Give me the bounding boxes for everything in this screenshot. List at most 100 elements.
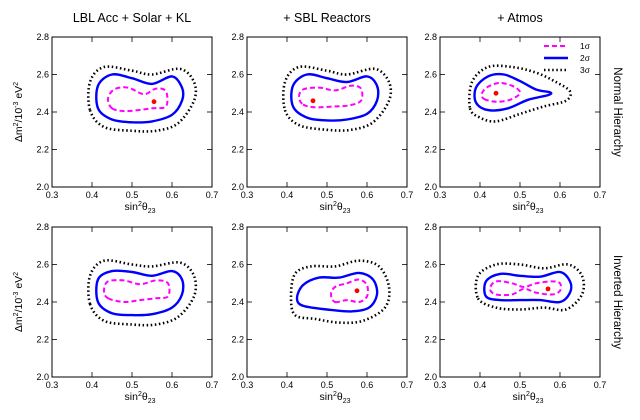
x-axis-label: sin2θ23 — [125, 391, 156, 405]
best-fit-point — [354, 288, 360, 294]
y-tick-label: 2.2 — [231, 145, 244, 155]
x-axis-label: sin2θ23 — [513, 391, 544, 405]
legend-label: 1σ — [580, 41, 591, 51]
y-tick-label: 2.0 — [424, 372, 437, 382]
column-title: + Atmos — [497, 11, 543, 25]
x-tick-label: 0.7 — [401, 190, 414, 200]
x-tick-label: 0.5 — [126, 380, 139, 390]
contour-2sigma — [95, 73, 185, 124]
y-tick-label: 2.2 — [424, 335, 437, 345]
y-tick-label: 2.4 — [424, 297, 437, 307]
x-tick-label: 0.5 — [126, 190, 139, 200]
y-tick-label: 2.6 — [424, 260, 437, 270]
contour-1sigma — [106, 86, 169, 113]
x-axis-label: sin2θ23 — [320, 201, 351, 215]
x-tick-label: 0.6 — [554, 380, 567, 390]
y-tick-label: 2.6 — [36, 70, 49, 80]
panel-frame — [246, 226, 408, 378]
y-tick-label: 2.8 — [424, 32, 437, 42]
contour-2sigma — [95, 269, 185, 317]
y-tick-label: 2.0 — [424, 182, 437, 192]
contour-3sigma — [281, 65, 393, 132]
x-tick-label: 0.7 — [206, 190, 219, 200]
x-tick-label: 0.5 — [321, 190, 334, 200]
y-tick-label: 2.6 — [36, 260, 49, 270]
y-tick-label: 2.4 — [36, 297, 49, 307]
best-fit-point — [493, 90, 499, 96]
y-tick-label: 2.0 — [231, 182, 244, 192]
x-tick-label: 0.5 — [321, 380, 334, 390]
y-tick-label: 2.2 — [36, 335, 49, 345]
contour-2sigma — [473, 72, 553, 112]
contour-1sigma — [480, 81, 522, 103]
x-axis-label: sin2θ23 — [125, 201, 156, 215]
y-tick-label: 2.6 — [424, 70, 437, 80]
x-tick-label: 0.7 — [594, 380, 607, 390]
contour-1sigma — [489, 280, 562, 297]
y-tick-label: 2.0 — [36, 182, 49, 192]
x-axis-label: sin2θ23 — [320, 391, 351, 405]
y-tick-label: 2.6 — [231, 260, 244, 270]
legend-label: 2σ — [580, 53, 591, 63]
x-axis-label: sin2θ23 — [513, 201, 544, 215]
contour-1sigma — [298, 84, 364, 109]
x-tick-label: 0.5 — [514, 190, 527, 200]
column-title: LBL Acc + Solar + KL — [73, 11, 191, 25]
contour-3sigma — [289, 259, 391, 325]
panel-normal-2: 0.3 0.4 0.5 0.6 0.7 2.0 2.2 2.4 2.6 2.8 sin2θ23 — [231, 32, 413, 215]
column-title: + SBL Reactors — [283, 11, 370, 25]
y-tick-label: 2.4 — [424, 107, 437, 117]
y-tick-label: 2.6 — [231, 70, 244, 80]
x-tick-label: 0.6 — [166, 190, 179, 200]
panel-inverted-2: 0.3 0.4 0.5 0.6 0.7 2.0 2.2 2.4 2.6 2.8 sin2θ23 — [231, 222, 413, 405]
y-tick-label: 2.4 — [231, 107, 244, 117]
y-tick-label: 2.4 — [36, 107, 49, 117]
y-tick-label: 2.2 — [424, 145, 437, 155]
legend-label: 3σ — [580, 65, 591, 75]
x-tick-label: 0.6 — [166, 380, 179, 390]
row-label: Normal Hierarchy — [611, 67, 623, 157]
contour-1sigma — [103, 279, 171, 304]
best-fit-point — [151, 99, 157, 105]
best-fit-point — [545, 286, 551, 292]
x-tick-label: 0.6 — [361, 190, 374, 200]
best-fit-point — [310, 98, 316, 104]
panel-frame — [51, 36, 213, 188]
y-tick-label: 2.4 — [231, 297, 244, 307]
panel-inverted-3: 0.3 0.4 0.5 0.6 0.7 2.0 2.2 2.4 2.6 2.8 sin2θ23 — [424, 222, 606, 405]
y-tick-label: 2.8 — [231, 32, 244, 42]
panel-inverted-1: 0.3 0.4 0.5 0.6 0.7 2.0 2.2 2.4 2.6 2.8 sin2θ23 — [36, 222, 218, 405]
y-axis-label: Δm2/10-3 eV2 — [13, 82, 25, 142]
x-tick-label: 0.3 — [434, 380, 447, 390]
contour-3sigma — [86, 65, 198, 133]
row-label: Inverted Hierarchy — [611, 255, 623, 349]
x-tick-label: 0.6 — [361, 380, 374, 390]
x-tick-label: 0.4 — [86, 380, 99, 390]
y-tick-label: 2.8 — [36, 222, 49, 232]
x-tick-label: 0.4 — [281, 380, 294, 390]
contour-1sigma — [330, 278, 369, 304]
y-tick-label: 2.2 — [36, 145, 49, 155]
x-tick-label: 0.7 — [594, 190, 607, 200]
contour-3sigma — [86, 259, 198, 327]
x-tick-label: 0.3 — [241, 190, 254, 200]
panel-normal-1: 0.3 0.4 0.5 0.6 0.7 2.0 2.2 2.4 2.6 2.8 sin2θ23 — [36, 32, 218, 215]
y-tick-label: 2.8 — [424, 222, 437, 232]
x-tick-label: 0.4 — [281, 190, 294, 200]
panel-normal-3: 0.3 0.4 0.5 0.6 0.7 2.0 2.2 2.4 2.6 2.8 sin2θ23 — [424, 32, 606, 215]
x-tick-label: 0.4 — [474, 190, 487, 200]
x-tick-label: 0.5 — [514, 380, 527, 390]
x-tick-label: 0.7 — [401, 380, 414, 390]
panel-frame — [439, 36, 601, 188]
x-tick-label: 0.6 — [554, 190, 567, 200]
contour-3sigma — [467, 64, 572, 123]
y-tick-label: 2.0 — [231, 372, 244, 382]
contour-2sigma — [483, 270, 573, 304]
x-tick-label: 0.4 — [86, 190, 99, 200]
y-tick-label: 2.0 — [36, 372, 49, 382]
contour-3sigma — [474, 262, 586, 312]
x-tick-label: 0.3 — [46, 380, 59, 390]
contour-2sigma — [295, 271, 379, 313]
